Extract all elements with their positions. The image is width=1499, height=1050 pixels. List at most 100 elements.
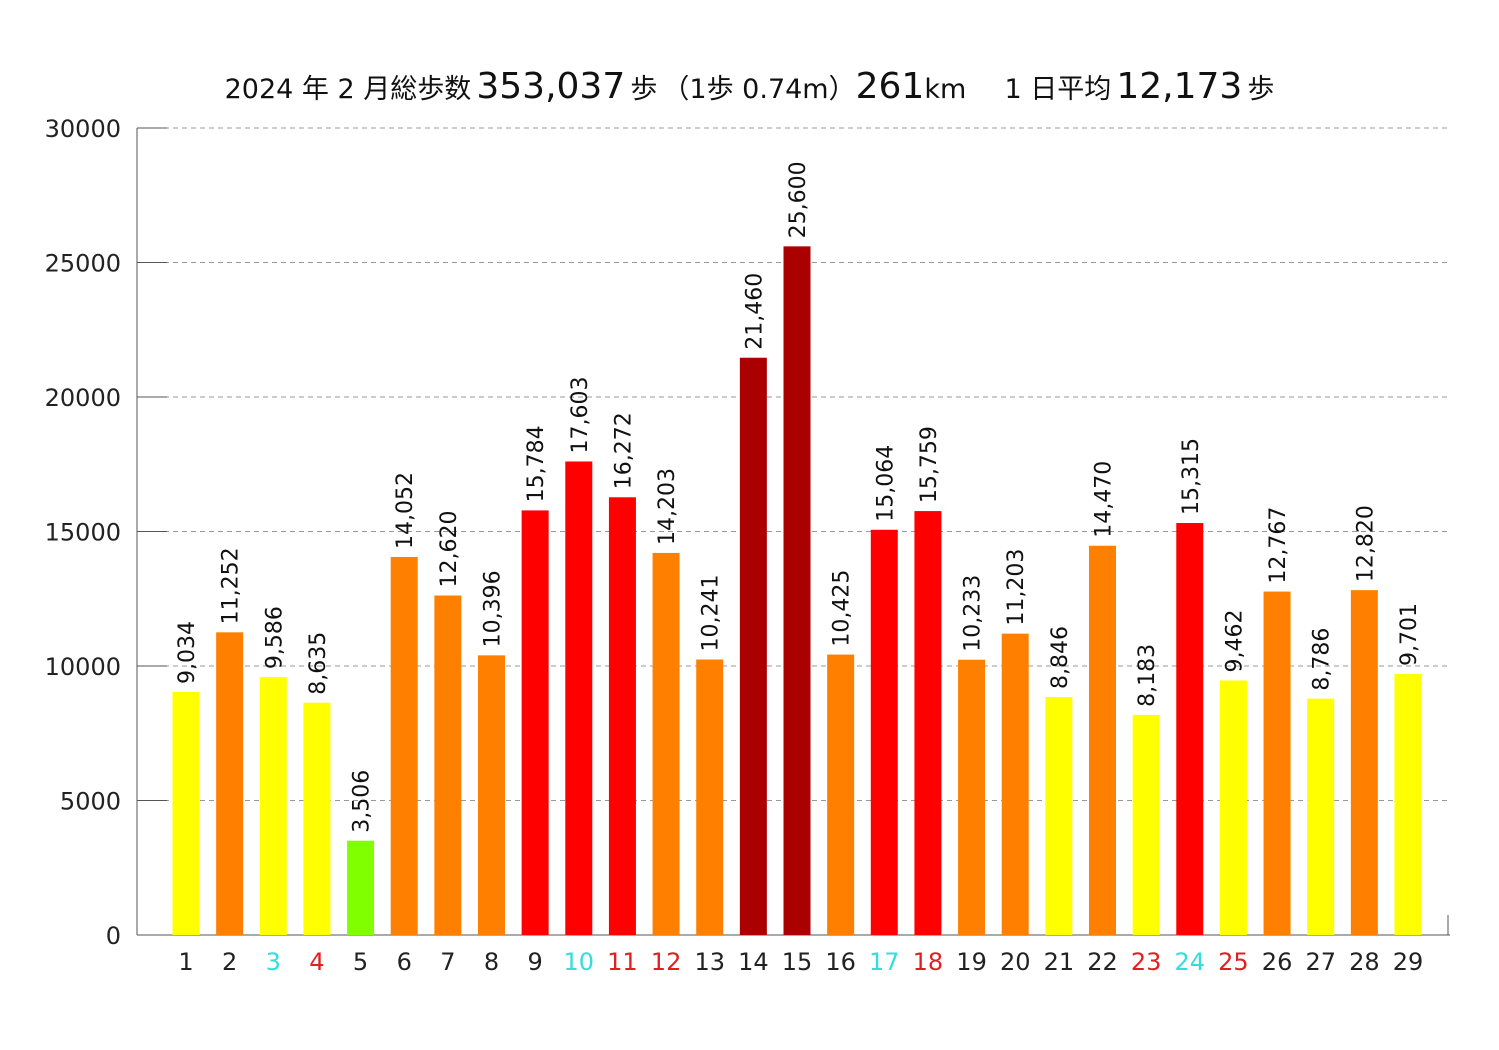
x-tick-label: 4 [309,948,324,976]
data-label: 14,052 [393,472,418,549]
x-tick-label: 20 [1000,948,1031,976]
bar [739,357,767,935]
x-tick-label: 26 [1262,948,1293,976]
bar [1219,680,1247,935]
x-tick-label: 18 [913,948,944,976]
x-tick-label: 10 [564,948,595,976]
data-label: 8,846 [1048,626,1073,689]
x-tick-label: 25 [1218,948,1249,976]
bar [521,510,549,935]
title-distance-unit: km [924,74,967,105]
title-average: 12,173 [1116,66,1243,107]
bar [390,557,418,935]
x-tick-label: 22 [1087,948,1118,976]
title-distance: 261 [855,66,925,107]
bar [1176,523,1204,935]
bar [870,529,898,935]
data-label: 10,396 [481,570,506,647]
x-tick-label: 14 [738,948,769,976]
bar [958,659,986,935]
bar [696,659,724,935]
bar [1263,591,1291,935]
data-label: 8,635 [306,632,331,695]
x-tick-label: 19 [956,948,987,976]
x-tick-label: 12 [651,948,682,976]
data-label: 17,603 [568,376,593,453]
x-tick-label: 29 [1393,948,1424,976]
bar [172,691,200,935]
x-tick-label: 28 [1349,948,1380,976]
data-label: 12,820 [1353,505,1378,582]
x-tick-label: 1 [178,948,193,976]
title-total-steps: 353,037 [476,66,626,107]
data-label: 15,759 [917,426,942,503]
title-stride: （1歩 0.74m） [662,74,856,105]
data-label: 10,425 [830,570,855,647]
bar [565,461,593,935]
bar [914,511,942,935]
x-tick-label: 8 [484,948,499,976]
data-label: 9,034 [175,621,200,684]
title-month: 2024 年 2 月総歩数 [224,74,472,105]
data-label: 21,460 [742,273,767,350]
data-label: 8,183 [1135,644,1160,707]
title-steps-unit: 歩 [630,74,658,105]
y-tick-label: 5000 [60,788,121,816]
bar [1089,545,1116,935]
bar [1001,633,1029,935]
chart-title: 2024 年 2 月総歩数 353,037 歩 （1歩 0.74m）261km … [0,66,1499,107]
bar [303,702,331,935]
bar [434,595,462,935]
data-label: 9,462 [1222,609,1247,672]
data-label: 16,272 [611,412,636,489]
data-label: 25,600 [786,161,811,238]
data-label: 9,701 [1397,603,1422,666]
y-tick-label: 30000 [45,115,121,143]
data-label: 15,784 [524,425,549,502]
x-tick-label: 11 [607,948,638,976]
bar [652,552,680,935]
data-label: 11,203 [1004,549,1029,626]
x-tick-label: 15 [782,948,813,976]
x-tick-label: 23 [1131,948,1162,976]
x-tick-label: 2 [222,948,237,976]
y-tick-label: 0 [106,922,121,950]
bar [608,497,636,935]
data-label: 9,586 [262,606,287,669]
x-tick-label: 6 [397,948,412,976]
x-tick-label: 17 [869,948,900,976]
x-tick-label: 16 [825,948,856,976]
data-label: 14,470 [1092,461,1117,538]
data-label: 15,315 [1179,438,1204,515]
title-average-label: 1 日平均 [1004,74,1112,105]
bar [827,654,855,935]
x-tick-label: 7 [440,948,455,976]
x-tick-label: 13 [694,948,725,976]
y-tick-label: 25000 [45,250,121,278]
data-label: 15,064 [873,445,898,522]
bar [347,840,375,935]
bar [216,632,244,935]
data-label: 8,786 [1310,628,1335,691]
y-tick-label: 20000 [45,384,121,412]
data-label: 10,233 [961,575,986,652]
x-tick-label: 24 [1175,948,1206,976]
data-label: 14,203 [655,468,680,545]
data-label: 12,620 [437,511,462,588]
x-tick-label: 27 [1305,948,1336,976]
bar [259,677,287,935]
bar [1307,698,1335,935]
bar [1350,590,1378,935]
x-tick-label: 9 [528,948,543,976]
data-label: 11,252 [219,547,244,624]
y-tick-label: 15000 [45,519,121,547]
x-tick-label: 5 [353,948,368,976]
bar [1394,674,1422,935]
data-label: 12,767 [1266,507,1291,584]
x-tick-label: 21 [1044,948,1075,976]
bar [1132,714,1160,935]
y-tick-label: 10000 [45,653,121,681]
title-average-unit: 歩 [1247,74,1275,105]
bar [478,655,505,935]
